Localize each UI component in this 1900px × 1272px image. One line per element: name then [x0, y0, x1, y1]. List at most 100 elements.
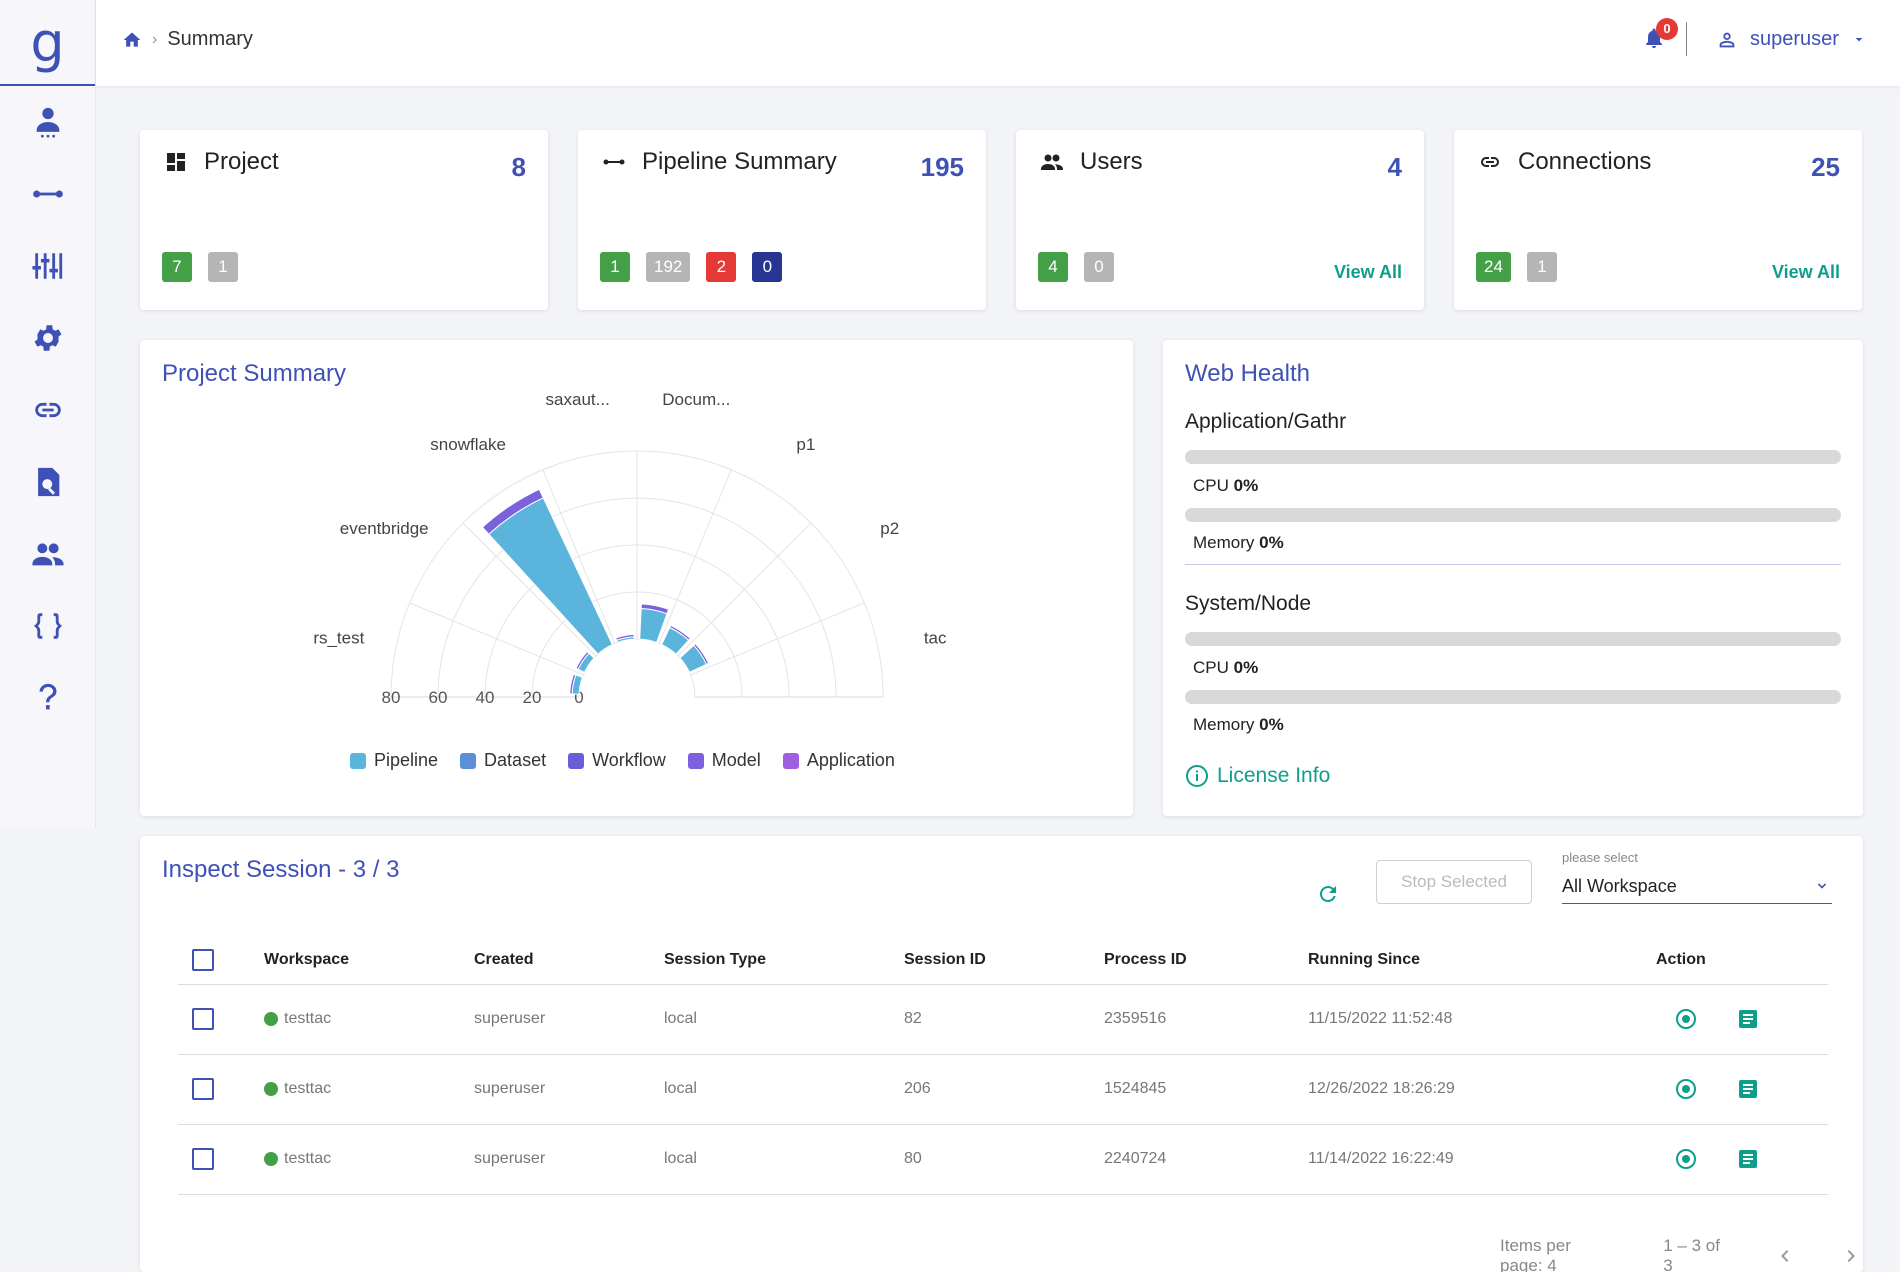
sidebar-item-person[interactable]: [0, 86, 96, 158]
col-session-id[interactable]: Session ID: [904, 936, 1104, 985]
select-all-checkbox[interactable]: [192, 948, 214, 971]
legend-item-workflow[interactable]: Workflow: [568, 750, 666, 771]
web-health-title: Web Health: [1185, 360, 1310, 387]
username: superuser: [1750, 28, 1839, 50]
bar-workflow: [640, 603, 670, 615]
gear-icon: [34, 325, 62, 351]
row-select-cell: [178, 984, 264, 1055]
sidebar-item-connections[interactable]: [0, 374, 96, 446]
top-bar: › Summary 0 superuser: [96, 0, 1900, 86]
sidebar-item-functions[interactable]: [0, 590, 96, 662]
process-id-cell: 2240724: [1104, 1124, 1308, 1195]
workspace-select[interactable]: All Workspace: [1562, 870, 1832, 904]
license-info-link[interactable]: License Info: [1185, 764, 1330, 788]
legend-swatch: [350, 752, 366, 769]
stop-session-icon[interactable]: [1674, 1147, 1698, 1171]
created-cell: superuser: [474, 1124, 664, 1195]
project-count: 8: [511, 152, 526, 182]
legend-item-dataset[interactable]: Dataset: [460, 750, 546, 771]
status-dot: [264, 1151, 278, 1166]
grid-spoke: [409, 602, 584, 676]
workspace-name: testtac: [284, 1150, 332, 1167]
doc-search-icon: [38, 467, 60, 497]
chevron-right-icon: ›: [152, 30, 158, 48]
items-per-page[interactable]: Items per page: 4: [1500, 1236, 1571, 1272]
legend-label: Pipeline: [374, 750, 439, 770]
running-since-cell: 12/26/2022 18:26:29: [1308, 1054, 1656, 1125]
stop-session-icon[interactable]: [1674, 1077, 1698, 1101]
col-workspace[interactable]: Workspace: [264, 936, 474, 985]
home-icon[interactable]: [122, 30, 142, 50]
notifications-button[interactable]: 0: [1642, 18, 1678, 55]
chevron-left-icon[interactable]: [1773, 1244, 1797, 1268]
users-card-head: Users: [1040, 148, 1143, 176]
row-checkbox[interactable]: [192, 1148, 214, 1170]
refresh-icon[interactable]: [1316, 882, 1340, 906]
project-card[interactable]: Project 8 7 1: [140, 130, 548, 310]
divider: [1686, 22, 1687, 56]
grid-spoke: [690, 602, 865, 676]
col-running-since[interactable]: Running Since: [1308, 936, 1656, 985]
app-memory-label: Memory 0%: [1193, 533, 1284, 552]
users-card[interactable]: Users 4 4 0 View All: [1016, 130, 1424, 310]
session-id-cell: 82: [904, 984, 1104, 1055]
group-icon: [1041, 154, 1063, 170]
sidebar-item-help[interactable]: [0, 662, 96, 734]
braces-icon: [33, 613, 63, 639]
row-checkbox[interactable]: [192, 1008, 214, 1030]
stop-session-icon[interactable]: [1674, 1007, 1698, 1031]
legend-swatch: [568, 752, 585, 769]
chip-active: 24: [1476, 252, 1511, 282]
pipeline-card[interactable]: Pipeline Summary 195 1 192 2 0: [578, 130, 986, 310]
radial-tick-label: 40: [476, 688, 495, 707]
users-count: 4: [1387, 152, 1402, 182]
legend-label: Workflow: [592, 750, 666, 770]
sidebar-item-sliders[interactable]: [0, 230, 96, 302]
col-process-id[interactable]: Process ID: [1104, 936, 1308, 985]
col-action: Action: [1656, 936, 1828, 985]
action-cell: [1656, 984, 1828, 1055]
users-view-all-link[interactable]: View All: [1333, 262, 1402, 282]
bar-pipeline: [488, 497, 613, 655]
stop-selected-button[interactable]: Stop Selected: [1376, 860, 1532, 904]
web-health-panel: Web Health Application/Gathr CPU 0% Memo…: [1163, 340, 1863, 816]
inspect-session-panel: Inspect Session - 3 / 3 Stop Selected pl…: [140, 836, 1863, 1272]
app-cpu-bar: [1185, 450, 1841, 464]
user-menu[interactable]: superuser: [1716, 28, 1867, 51]
chip-active: 4: [1038, 252, 1068, 282]
connections-card[interactable]: Connections 25 24 1 View All: [1454, 130, 1862, 310]
log-icon[interactable]: [1736, 1147, 1760, 1171]
bar-workflow: [693, 643, 710, 665]
col-session-type[interactable]: Session Type: [664, 936, 904, 985]
divider: [1185, 564, 1841, 565]
legend-swatch: [687, 752, 704, 769]
help-icon: [39, 683, 57, 710]
radial-tick-label: 20: [523, 688, 542, 707]
project-card-title: Project: [204, 148, 279, 175]
col-created[interactable]: Created: [474, 936, 664, 985]
row-checkbox[interactable]: [192, 1078, 214, 1100]
category-label: saxaut...: [546, 390, 610, 409]
row-select-cell: [178, 1054, 264, 1125]
bar-pipeline: [661, 626, 690, 655]
session-type-cell: local: [664, 984, 904, 1055]
pipeline-chips: 1 192 2 0: [600, 252, 783, 282]
workspace-name: testtac: [284, 1010, 332, 1027]
chevron-right-icon[interactable]: [1839, 1244, 1863, 1268]
sidebar-item-users[interactable]: [0, 518, 96, 590]
log-icon[interactable]: [1736, 1077, 1760, 1101]
legend-item-model[interactable]: Model: [687, 750, 761, 771]
bar-workflow: [615, 633, 635, 641]
sidebar-item-inspect[interactable]: [0, 446, 96, 518]
app-logo[interactable]: g: [0, 0, 95, 86]
pipeline-card-head: Pipeline Summary: [602, 148, 837, 176]
sidebar-item-pipeline[interactable]: [0, 158, 96, 230]
connections-view-all-link[interactable]: View All: [1771, 262, 1840, 282]
sliders-icon: [32, 253, 63, 279]
log-icon[interactable]: [1736, 1007, 1760, 1031]
legend-item-application[interactable]: Application: [782, 750, 895, 771]
legend-item-pipeline[interactable]: Pipeline: [350, 750, 438, 771]
sidebar-item-settings[interactable]: [0, 302, 96, 374]
page-range: 1 – 3 of 3: [1663, 1236, 1720, 1272]
running-since-cell: 11/14/2022 16:22:49: [1308, 1124, 1656, 1195]
